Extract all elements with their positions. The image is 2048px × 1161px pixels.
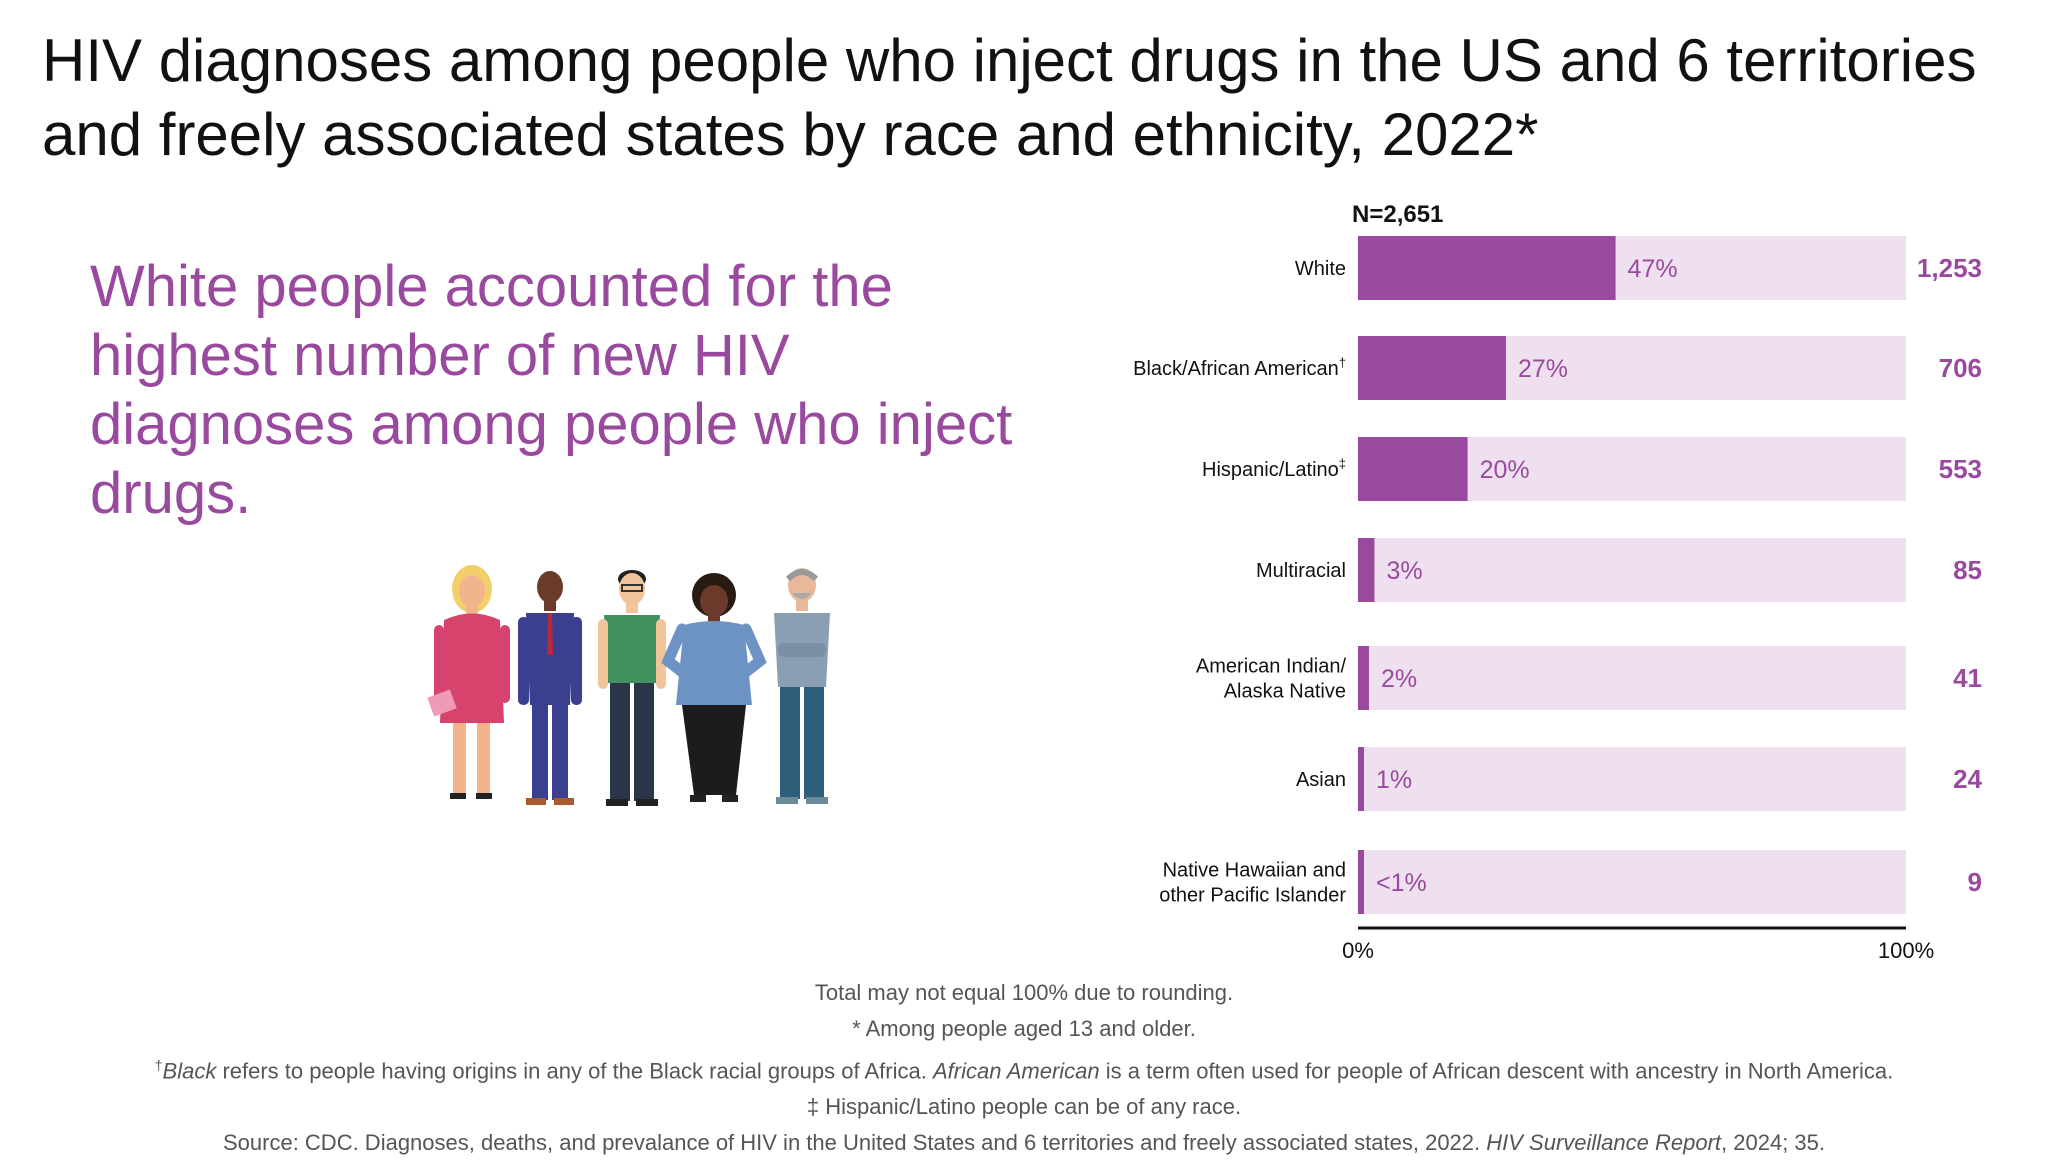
- bars-group: 47% 1,253 White 27% 706 Black/African America…: [1133, 236, 1983, 914]
- bar-count-label: 9: [1968, 867, 1982, 897]
- bar-value: [1358, 336, 1506, 400]
- headline-callout: White people accounted for the highest n…: [90, 254, 1013, 526]
- bar-track: [1358, 850, 1906, 914]
- bar-percent-label: <1%: [1376, 869, 1427, 897]
- footnote-hispanic: ‡ Hispanic/Latino people can be of any r…: [806, 1094, 1242, 1120]
- category-label-line: Hispanic/Latino: [1202, 459, 1339, 481]
- category-label-line: Multiracial: [1256, 560, 1346, 582]
- footnote-black: †Black refers to people having origins i…: [0, 1047, 2048, 1089]
- total-label: N=2,651: [1352, 201, 1443, 228]
- bar-count-label: 1,253: [1917, 253, 1982, 283]
- person-man-green-shirt: [598, 570, 666, 806]
- bar-count-label: 41: [1953, 663, 1982, 693]
- category-label: Asian: [1296, 769, 1346, 791]
- x-tick-label: 100%: [1878, 938, 1934, 960]
- bar-percent-label: 3%: [1386, 557, 1422, 585]
- footnote-black-term: Black: [162, 1058, 217, 1084]
- footnote-rounding: Total may not equal 100% due to rounding…: [814, 980, 1234, 1005]
- category-label: Multiracial: [1256, 560, 1346, 582]
- bar-value: [1358, 236, 1616, 300]
- footnote-black-text-2: is a term often used for people of Afric…: [1099, 1058, 1894, 1084]
- people-illustration: [427, 565, 830, 806]
- category-footnote-mark: ‡: [1339, 456, 1346, 471]
- bar-count-label: 85: [1953, 555, 1982, 585]
- bar-value: [1358, 747, 1364, 811]
- bar-value: [1358, 437, 1468, 501]
- category-label: American Indian/Alaska Native: [1196, 656, 1347, 703]
- category-label-line: Asian: [1296, 769, 1346, 791]
- footnote-age: * Among people aged 13 and older.: [852, 1016, 1196, 1041]
- category-footnote-mark: †: [1339, 355, 1346, 370]
- bar-count-label: 24: [1953, 764, 1982, 794]
- category-label-line: other Pacific Islander: [1159, 885, 1346, 907]
- bar-track: [1358, 538, 1906, 602]
- footnote-source-1: Source: CDC. Diagnoses, deaths, and prev…: [222, 1130, 1487, 1156]
- category-label-line: White: [1295, 258, 1346, 280]
- footnote-black-mark: †: [154, 1057, 163, 1073]
- bar-percent-label: 1%: [1376, 766, 1412, 794]
- footnotes: Total may not equal 100% due to rounding…: [0, 975, 2048, 1161]
- category-label-line: Black/African American: [1133, 358, 1339, 380]
- x-tick-label: 0%: [1342, 938, 1374, 960]
- bar-percent-label: 47%: [1628, 255, 1678, 283]
- person-man-gray-shirt: [774, 568, 830, 804]
- category-label: Native Hawaiian and other Pacific Islande…: [1159, 860, 1346, 907]
- footnote-source-2: , 2024; 35.: [1721, 1130, 1826, 1156]
- bar-count-label: 706: [1939, 353, 1982, 383]
- footnote-black-text-1: refers to people having origins in any o…: [216, 1058, 933, 1084]
- footnote-source: Source: CDC. Diagnoses, deaths, and prev…: [0, 1125, 2048, 1161]
- person-woman-pink-dress: [427, 565, 510, 799]
- bar-percent-label: 27%: [1518, 355, 1568, 383]
- person-woman-blue-top: [661, 573, 767, 802]
- bar-track: [1358, 747, 1906, 811]
- category-label-line: Alaska Native: [1224, 681, 1346, 703]
- category-label-line: American Indian/: [1196, 656, 1347, 678]
- bar-value: [1358, 646, 1369, 710]
- bar-percent-label: 2%: [1381, 665, 1417, 693]
- footnote-source-journal: HIV Surveillance Report: [1486, 1130, 1722, 1156]
- bar-value: [1358, 538, 1375, 602]
- category-label: White: [1295, 258, 1346, 280]
- bar-track: [1358, 646, 1906, 710]
- footnote-aa-term: African American: [932, 1058, 1100, 1084]
- bar-chart: N=2,651 47% 1,253 White 27% 706 Black/African…: [1133, 201, 1983, 960]
- category-label: Black/African American†: [1133, 355, 1346, 380]
- bar-value: [1358, 850, 1364, 914]
- bar-percent-label: 20%: [1480, 456, 1530, 484]
- bar-count-label: 553: [1939, 454, 1982, 484]
- person-man-blue-suit: [518, 571, 582, 805]
- page-title: HIV diagnoses among people who inject dr…: [42, 27, 1977, 168]
- category-label: Hispanic/Latino‡: [1202, 456, 1346, 481]
- category-label-line: Native Hawaiian and: [1163, 860, 1346, 882]
